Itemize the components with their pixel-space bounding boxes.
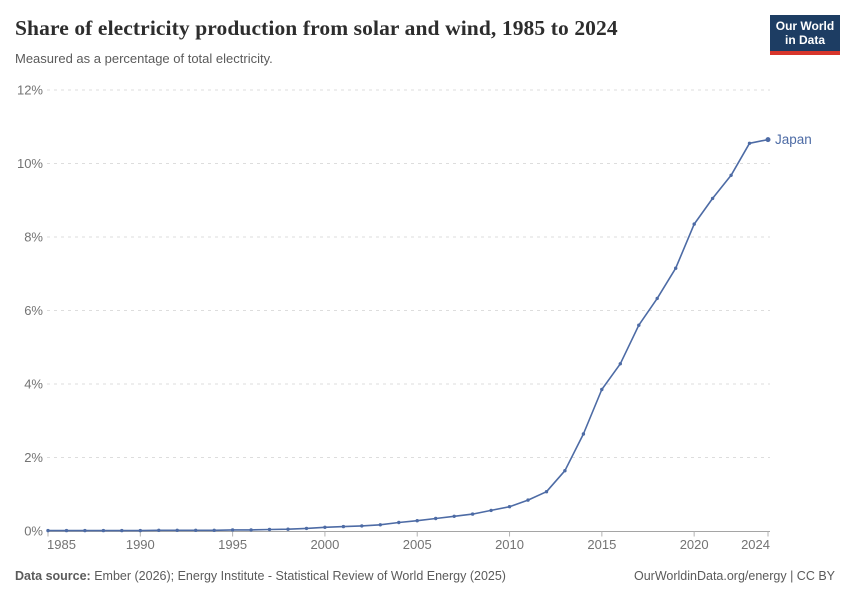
data-point-japan-2015[interactable]	[600, 387, 604, 392]
data-point-japan-1998[interactable]	[286, 527, 290, 531]
data-point-japan-2002[interactable]	[360, 524, 364, 528]
data-point-japan-2013[interactable]	[563, 469, 567, 473]
data-point-japan-2004[interactable]	[397, 520, 401, 525]
data-point-japan-2021[interactable]	[710, 196, 715, 201]
owid-logo-line2: in Data	[784, 33, 825, 47]
y-tick-label-10: 10%	[17, 156, 43, 171]
data-point-japan-2023[interactable]	[747, 141, 752, 145]
data-point-japan-2012[interactable]	[544, 490, 549, 494]
data-point-japan-1993[interactable]	[194, 528, 198, 532]
data-point-japan-2014[interactable]	[581, 432, 586, 436]
data-point-japan-2007[interactable]	[452, 514, 456, 518]
y-tick-label-8: 8%	[24, 230, 43, 245]
data-point-japan-2010[interactable]	[507, 505, 512, 509]
data-point-japan-1989[interactable]	[120, 528, 124, 533]
chart-title: Share of electricity production from sol…	[15, 16, 618, 40]
data-point-japan-2003[interactable]	[378, 523, 382, 527]
data-point-japan-1996[interactable]	[249, 528, 253, 532]
data-point-japan-1985[interactable]	[46, 528, 50, 533]
chart-footer: Data source: Ember (2026); Energy Instit…	[15, 569, 835, 583]
data-source-label: Data source:	[15, 569, 91, 583]
data-point-japan-1995[interactable]	[230, 528, 235, 532]
data-point-japan-2008[interactable]	[470, 512, 475, 516]
data-point-japan-2009[interactable]	[489, 508, 493, 513]
footer-link[interactable]: OurWorldinData.org/energy | CC BY	[633, 569, 835, 583]
owid-logo-line1: Our World	[775, 18, 835, 33]
data-source-text: Ember (2026); Energy Institute - Statist…	[90, 569, 506, 583]
data-point-japan-2001[interactable]	[341, 524, 346, 529]
entity-label-japan[interactable]: Japan	[775, 132, 812, 147]
x-tick-label-2010: 2010	[495, 537, 524, 552]
x-tick-label-1985: 1985	[47, 537, 76, 552]
data-point-japan-1990[interactable]	[138, 528, 142, 533]
y-tick-label-4: 4%	[24, 377, 43, 392]
x-tick-label-2005: 2005	[403, 537, 432, 552]
data-point-japan-2020[interactable]	[692, 222, 696, 226]
owid-logo[interactable]: Our World in Data	[770, 15, 840, 55]
data-point-japan-1997[interactable]	[267, 527, 272, 532]
x-tick-label-2020: 2020	[680, 537, 709, 552]
x-tick-label-2000: 2000	[310, 537, 339, 552]
x-tick-label-1995: 1995	[218, 537, 247, 552]
data-point-japan-2024[interactable]	[765, 137, 771, 143]
x-tick-label-1990: 1990	[126, 537, 155, 552]
data-point-japan-1991[interactable]	[157, 528, 161, 532]
data-point-japan-1999[interactable]	[304, 526, 309, 531]
data-point-japan-2019[interactable]	[674, 266, 678, 270]
data-point-japan-1992[interactable]	[175, 528, 179, 532]
y-tick-label-12: 12%	[17, 83, 43, 98]
y-tick-label-0: 0%	[24, 524, 43, 539]
x-tick-label-2015: 2015	[587, 537, 616, 552]
data-point-japan-2018[interactable]	[655, 296, 659, 301]
data-source-note: Data source: Ember (2026); Energy Instit…	[15, 569, 506, 583]
x-tick-label-2024: 2024	[741, 537, 770, 552]
series-line-japan[interactable]	[47, 138, 769, 532]
data-point-japan-1988[interactable]	[101, 528, 106, 533]
data-point-japan-2022[interactable]	[729, 173, 733, 177]
data-point-japan-2011[interactable]	[526, 498, 530, 502]
data-point-japan-2000[interactable]	[323, 525, 327, 529]
chart-subtitle: Measured as a percentage of total electr…	[15, 51, 273, 66]
data-point-japan-1987[interactable]	[83, 528, 87, 533]
data-point-japan-2005[interactable]	[415, 519, 419, 523]
data-point-japan-2006[interactable]	[434, 516, 438, 521]
y-tick-label-2: 2%	[24, 450, 43, 465]
y-tick-label-6: 6%	[24, 303, 43, 318]
data-point-japan-2016[interactable]	[618, 362, 622, 366]
data-point-japan-1994[interactable]	[212, 528, 216, 532]
data-point-japan-1986[interactable]	[64, 528, 69, 533]
data-point-japan-2017[interactable]	[637, 323, 641, 327]
